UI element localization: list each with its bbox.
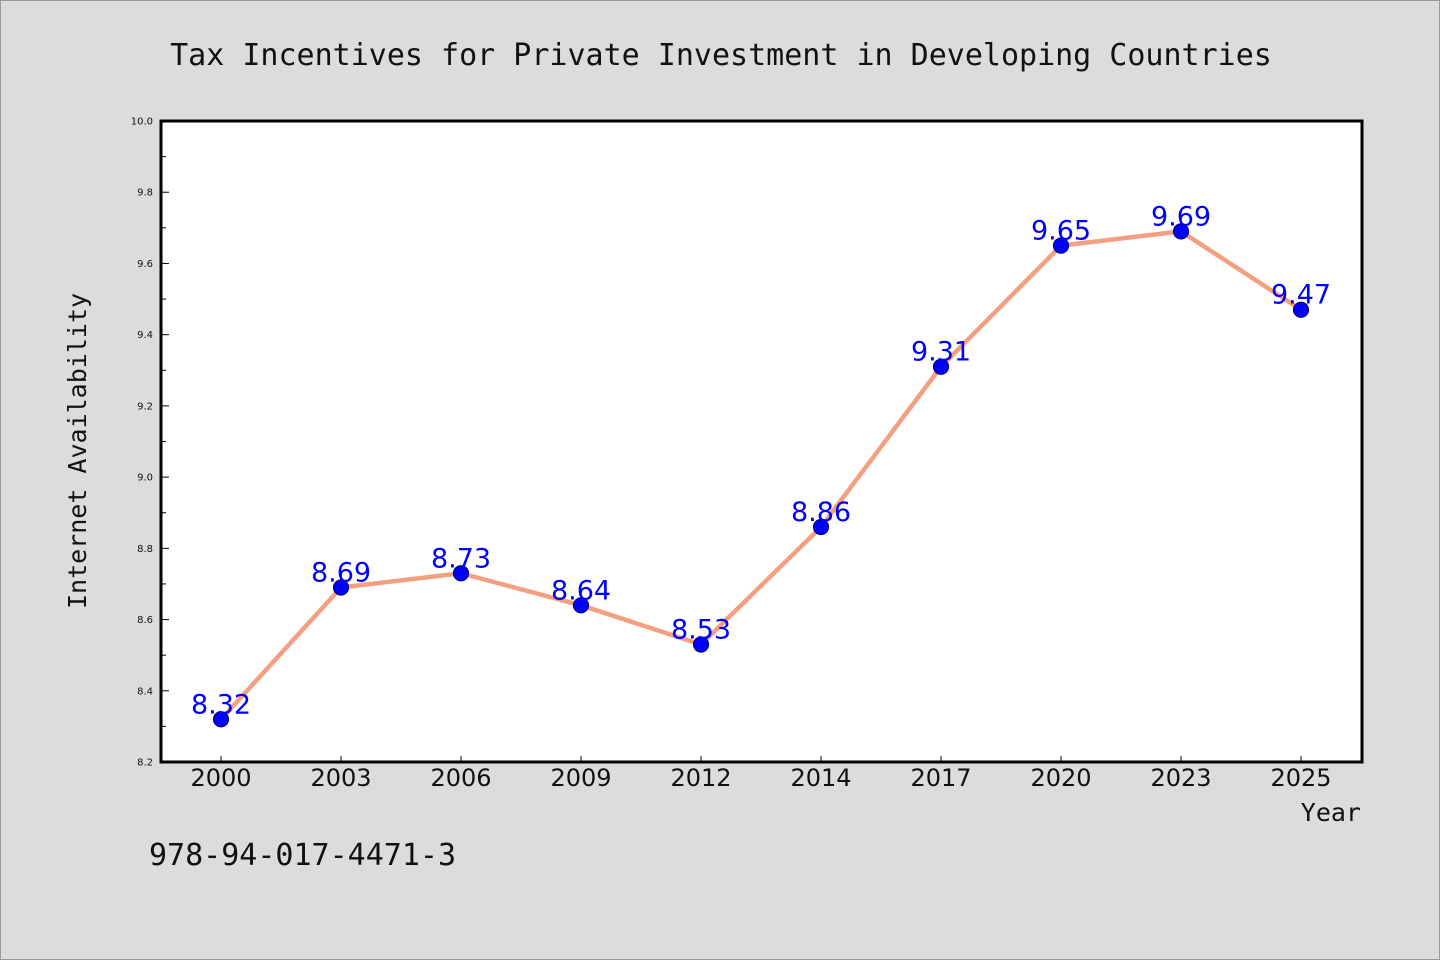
plot-area bbox=[159, 119, 1364, 764]
series-line bbox=[218, 229, 1304, 722]
x-tick-label: 2009 bbox=[550, 764, 611, 792]
data-label: 8.86 bbox=[791, 497, 851, 528]
y-axis-label: Internet Availability bbox=[63, 293, 92, 609]
data-label-layer: 8.32 8.69 8.73 8.64 8.53 8.86 9.31 9.65 9.69 9.47 bbox=[191, 201, 1331, 720]
y-tick-label: 9.2 bbox=[137, 401, 153, 412]
data-label: 9.31 bbox=[911, 337, 971, 368]
chart-title: Tax Incentives for Private Investment in… bbox=[170, 38, 1272, 73]
x-tick-label: 2000 bbox=[190, 764, 251, 792]
data-label: 9.65 bbox=[1031, 216, 1091, 247]
data-label: 8.32 bbox=[191, 689, 251, 720]
data-label: 9.69 bbox=[1151, 201, 1211, 232]
x-axis-ticks: 2000 2003 2006 2009 2012 2014 2017 2020 2023 2025 bbox=[190, 756, 1332, 792]
data-label: 8.64 bbox=[551, 575, 611, 606]
x-axis-label: Year bbox=[1301, 798, 1361, 827]
data-label: 8.73 bbox=[431, 543, 491, 574]
x-tick-label: 2006 bbox=[430, 764, 491, 792]
x-tick-label: 2020 bbox=[1030, 764, 1091, 792]
data-label: 9.47 bbox=[1271, 280, 1331, 311]
x-tick-label: 2023 bbox=[1150, 764, 1211, 792]
data-point bbox=[1052, 237, 1070, 254]
data-point bbox=[1292, 301, 1310, 318]
y-tick-label: 9.6 bbox=[137, 259, 153, 270]
data-point bbox=[692, 636, 710, 653]
y-tick-label: 8.8 bbox=[137, 544, 153, 555]
data-label: 8.69 bbox=[311, 558, 371, 589]
y-tick-label: 9.0 bbox=[137, 473, 153, 484]
y-tick-label: 8.4 bbox=[137, 686, 153, 697]
data-point bbox=[1172, 223, 1190, 240]
y-tick-label: 8.2 bbox=[137, 758, 153, 769]
series-layer bbox=[212, 223, 1310, 728]
isbn-label: 978-94-017-4471-3 bbox=[149, 838, 456, 873]
data-label: 8.53 bbox=[671, 614, 731, 645]
y-tick-label: 8.6 bbox=[137, 615, 153, 626]
x-tick-label: 2003 bbox=[310, 764, 371, 792]
x-tick-label: 2012 bbox=[670, 764, 731, 792]
data-point bbox=[812, 518, 830, 536]
x-tick-label: 2025 bbox=[1270, 764, 1331, 792]
y-tick-label: 10.0 bbox=[131, 117, 153, 128]
data-point bbox=[212, 711, 230, 728]
y-tick-label: 9.8 bbox=[137, 188, 153, 199]
data-point bbox=[572, 597, 590, 614]
data-point bbox=[932, 358, 950, 375]
x-tick-label: 2017 bbox=[910, 764, 971, 792]
data-point bbox=[452, 565, 470, 582]
x-tick-label: 2014 bbox=[790, 764, 851, 792]
data-point bbox=[332, 579, 350, 596]
y-axis-ticks: 8.2 8.4 8.6 8.8 9.0 9.2 9.4 9.6 9.8 10.0 bbox=[131, 117, 169, 769]
y-tick-label: 9.4 bbox=[137, 330, 153, 341]
